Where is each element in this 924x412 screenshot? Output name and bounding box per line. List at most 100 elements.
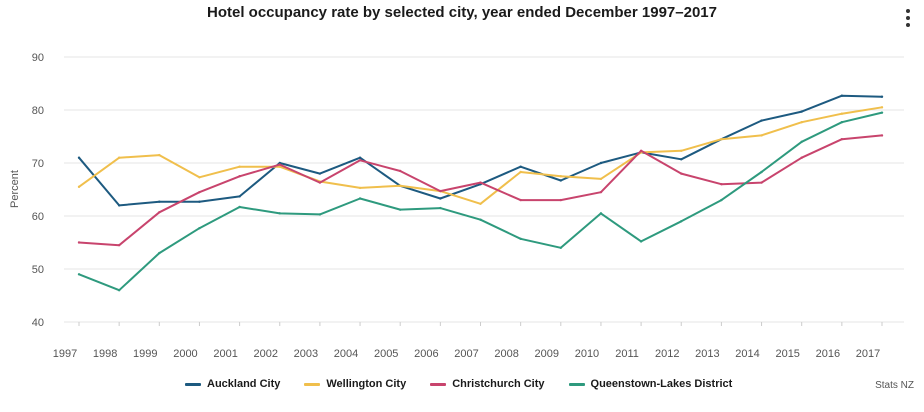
data-point[interactable] [840,137,844,141]
data-point[interactable] [117,243,121,247]
data-point[interactable] [198,226,201,230]
data-point[interactable] [840,112,844,115]
data-point[interactable] [680,172,683,175]
data-point[interactable] [720,183,723,186]
legend-label: Christchurch City [452,378,545,390]
x-tick-label: 2006 [414,348,438,360]
data-point[interactable] [680,158,683,161]
data-point[interactable] [198,190,201,194]
data-point[interactable] [519,170,522,174]
data-point[interactable] [117,156,121,159]
data-point[interactable] [519,237,522,240]
data-point[interactable] [117,289,121,292]
data-point[interactable] [840,94,844,97]
data-point[interactable] [599,190,603,194]
data-point[interactable] [599,212,603,215]
y-tick-label: 90 [32,52,44,64]
data-point[interactable] [358,156,362,159]
data-point[interactable] [559,198,562,202]
data-point[interactable] [680,220,683,223]
data-point[interactable] [77,185,81,189]
x-tick-label: 2009 [535,348,559,360]
legend-swatch [304,382,321,386]
legend-label: Wellington City [326,378,407,390]
data-point[interactable] [439,197,442,200]
data-point[interactable] [399,184,402,187]
data-point[interactable] [318,172,322,175]
data-point[interactable] [439,189,442,193]
data-point[interactable] [399,208,402,211]
data-point[interactable] [760,181,763,184]
series-line-auckland-city[interactable] [78,94,883,207]
data-point[interactable] [639,240,643,243]
data-point[interactable] [880,95,884,98]
data-point[interactable] [358,186,362,190]
data-point[interactable] [840,120,844,124]
data-point[interactable] [720,137,723,141]
data-point[interactable] [198,200,201,203]
data-point[interactable] [559,179,562,182]
legend-item[interactable]: Wellington City [304,378,406,390]
data-point[interactable] [559,175,562,178]
data-point[interactable] [479,181,482,184]
data-point[interactable] [77,273,81,276]
data-point[interactable] [158,251,161,255]
data-point[interactable] [77,156,81,159]
data-point[interactable] [358,197,362,200]
data-point[interactable] [358,159,362,162]
source-credit: Stats NZ [875,380,914,391]
legend-label: Queenstown-Lakes District [590,378,733,390]
data-point[interactable] [880,106,884,109]
data-point[interactable] [238,205,241,209]
data-point[interactable] [117,204,121,207]
data-point[interactable] [599,177,603,181]
y-tick-label: 70 [32,158,44,170]
data-point[interactable] [880,134,884,137]
data-point[interactable] [238,175,241,178]
data-point[interactable] [519,198,522,202]
legend-swatch [185,382,201,386]
data-point[interactable] [800,110,803,113]
vertical-ellipsis-icon[interactable] [903,8,913,28]
data-point[interactable] [599,161,603,165]
data-point[interactable] [760,119,763,122]
data-point[interactable] [158,153,161,157]
legend-item[interactable]: Auckland City [185,378,280,390]
line-chart: 40 50 60 70 80 90 1997 1998 1999 2000 2001 2002 200… [9,52,904,360]
y-axis-ticks: 40 50 60 70 80 90 [32,52,44,329]
data-point[interactable] [439,206,442,210]
data-point[interactable] [238,165,241,168]
data-point[interactable] [278,212,281,215]
x-tick-label: 1999 [133,348,157,360]
data-point[interactable] [318,181,322,184]
data-point[interactable] [479,218,482,221]
data-point[interactable] [680,149,683,153]
series-lines [77,94,884,292]
legend-swatch [430,382,447,386]
data-point[interactable] [278,163,281,166]
data-point[interactable] [639,149,643,153]
legend-swatch [568,382,585,386]
data-point[interactable] [399,169,402,173]
data-point[interactable] [278,165,281,168]
data-point[interactable] [800,140,803,143]
data-point[interactable] [720,198,723,202]
data-point[interactable] [238,195,241,198]
data-point[interactable] [158,211,161,214]
data-point[interactable] [800,120,803,124]
data-point[interactable] [198,176,201,179]
data-point[interactable] [158,200,161,203]
data-point[interactable] [318,213,322,216]
legend-item[interactable]: Christchurch City [430,378,545,390]
grid-lines [64,56,904,323]
data-point[interactable] [77,241,81,244]
data-point[interactable] [559,246,562,249]
data-point[interactable] [760,170,763,174]
data-point[interactable] [880,111,884,114]
y-tick-label: 60 [32,211,44,223]
data-point[interactable] [519,165,522,168]
data-point[interactable] [800,156,803,159]
data-point[interactable] [760,134,763,137]
legend-item[interactable]: Queenstown-Lakes District [568,378,733,390]
data-point[interactable] [479,202,482,206]
